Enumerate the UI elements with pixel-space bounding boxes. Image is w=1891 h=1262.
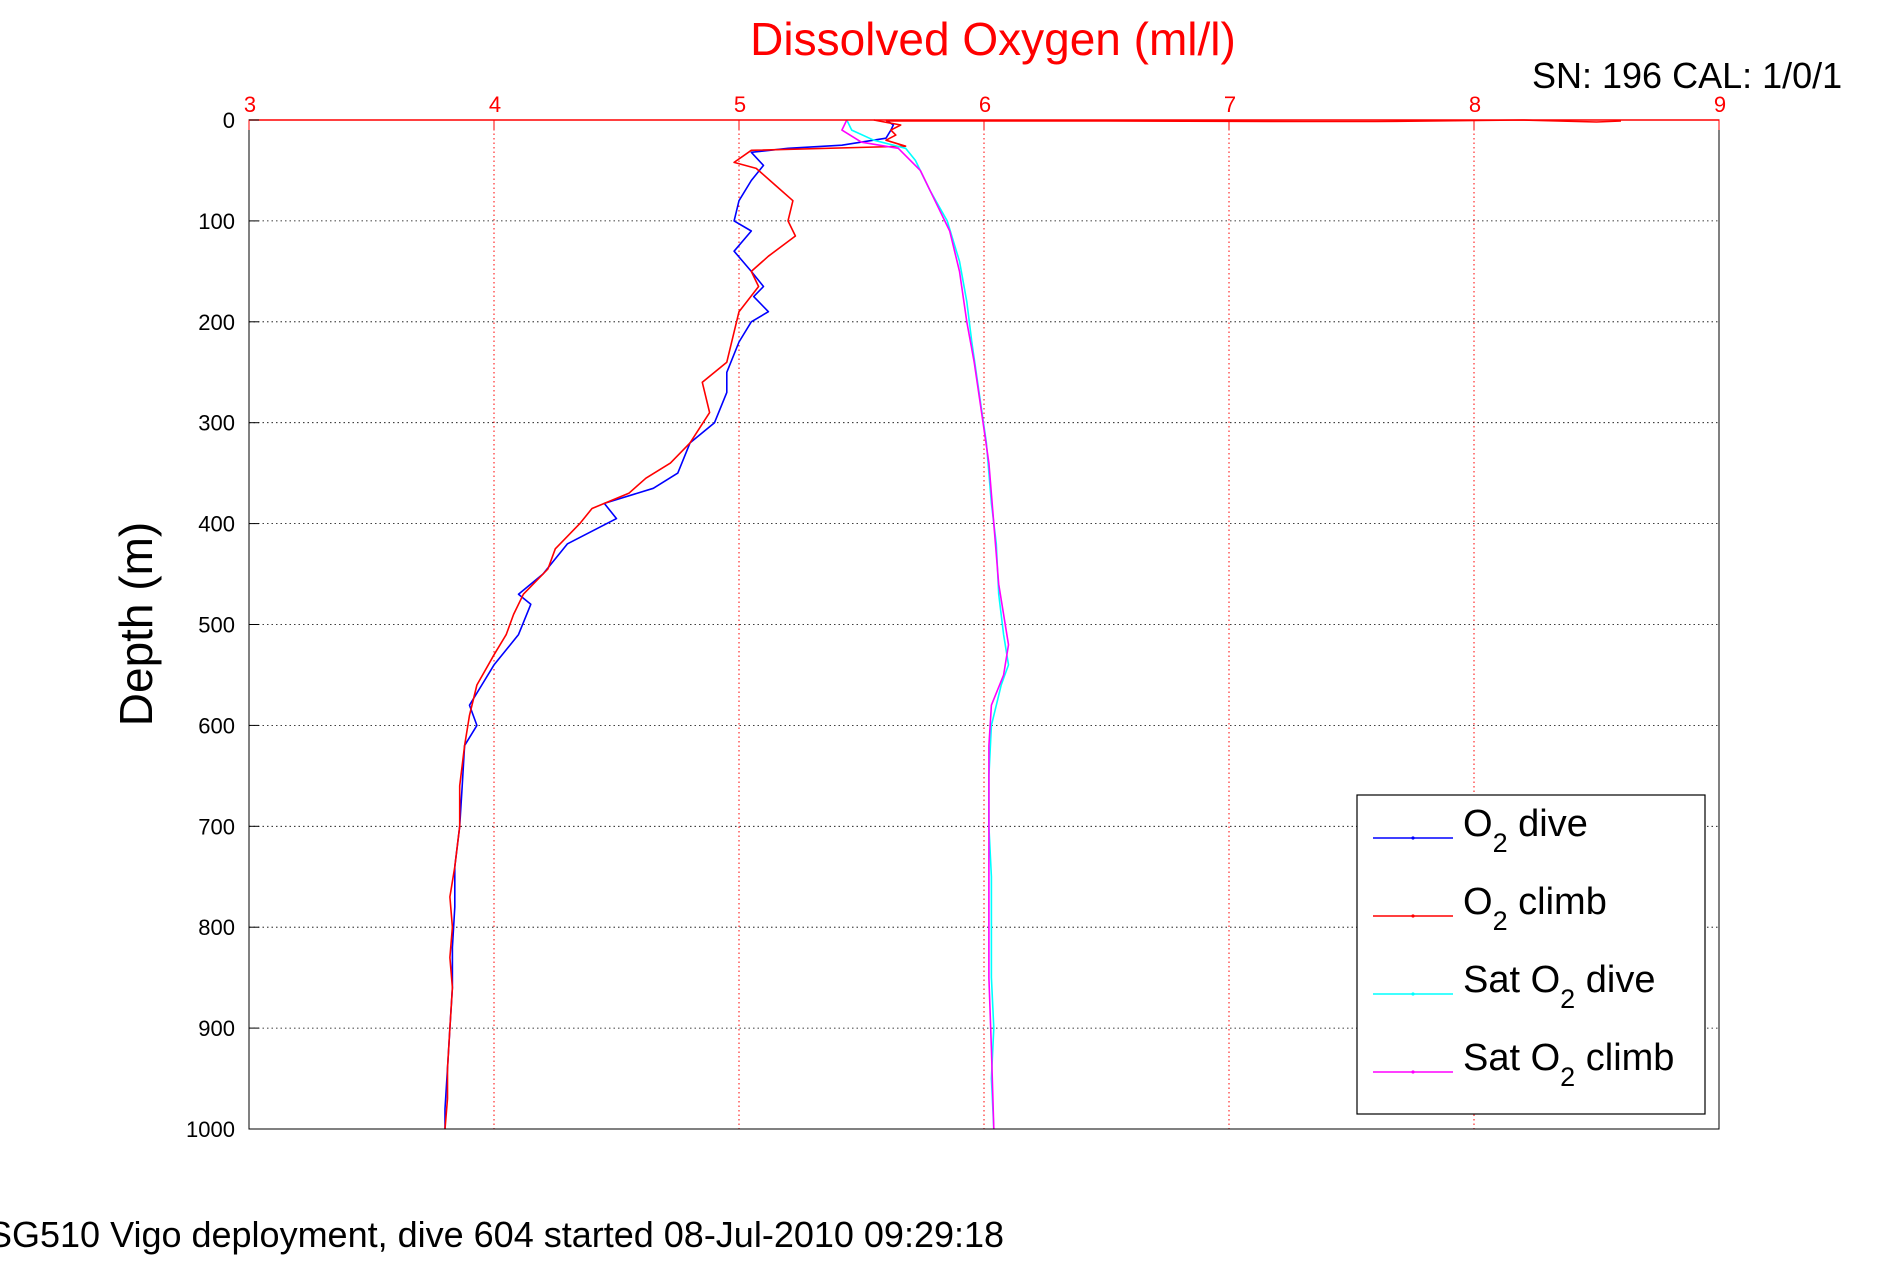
legend-marker <box>1411 836 1415 840</box>
legend-label-suffix: dive <box>1575 959 1655 1001</box>
y-tick-label: 400 <box>198 512 235 537</box>
y-tick-label: 500 <box>198 613 235 638</box>
y-tick-label: 900 <box>198 1016 235 1041</box>
chart-title: Dissolved Oxygen (ml/l) <box>750 13 1236 65</box>
serial-annotation: SN: 196 CAL: 1/0/1 <box>1532 55 1842 96</box>
x-tick-label: 7 <box>1224 92 1236 117</box>
y-tick-label: 200 <box>198 310 235 335</box>
legend-label-subscript: 2 <box>1493 828 1508 858</box>
legend-label: O2 climb <box>1463 881 1607 936</box>
legend-label-base: Sat O <box>1463 959 1560 1001</box>
caption: SG510 Vigo deployment, dive 604 started … <box>0 1214 1004 1255</box>
series-line-4 <box>886 119 1622 123</box>
legend-label-base: O <box>1463 803 1493 845</box>
legend-label: Sat O2 climb <box>1463 1037 1674 1092</box>
x-tick-label: 4 <box>489 92 501 117</box>
legend-label-suffix: dive <box>1508 803 1588 845</box>
y-tick-label: 100 <box>198 209 235 234</box>
legend-label: O2 dive <box>1463 803 1588 858</box>
series-line-3 <box>841 119 1010 1130</box>
x-tick-label: 6 <box>979 92 991 117</box>
legend-label-suffix: climb <box>1575 1037 1674 1079</box>
y-tick-label: 1000 <box>186 1117 235 1142</box>
legend-marker <box>1411 992 1415 996</box>
y-axis: 0 100 200 300 400 500 600 700 800 900 1000 <box>186 108 259 1142</box>
legend-box <box>1356 794 1706 1115</box>
y-axis-label: Depth (m) <box>110 522 162 726</box>
x-axis: 3 4 5 6 7 8 9 <box>244 92 1726 130</box>
y-tick-label: 0 <box>223 108 235 133</box>
legend-label-subscript: 2 <box>1560 984 1575 1014</box>
x-tick-label: 8 <box>1469 92 1481 117</box>
y-tick-label: 600 <box>198 713 235 738</box>
x-tick-label: 9 <box>1714 92 1726 117</box>
legend-label-suffix: climb <box>1508 881 1607 923</box>
legend-label: Sat O2 dive <box>1463 959 1655 1014</box>
legend-marker <box>1411 914 1415 918</box>
y-tick-label: 700 <box>198 814 235 839</box>
x-tick-label: 5 <box>734 92 746 117</box>
legend-label-base: Sat O <box>1463 1037 1560 1079</box>
legend-marker <box>1411 1070 1415 1074</box>
series-layer <box>444 119 1622 1130</box>
legend-label-subscript: 2 <box>1560 1062 1575 1092</box>
legend-label-subscript: 2 <box>1493 906 1508 936</box>
y-tick-label: 300 <box>198 411 235 436</box>
x-tick-label: 3 <box>244 92 256 117</box>
legend-label-base: O <box>1463 881 1493 923</box>
series-line-1 <box>444 119 907 1130</box>
y-tick-label: 800 <box>198 915 235 940</box>
